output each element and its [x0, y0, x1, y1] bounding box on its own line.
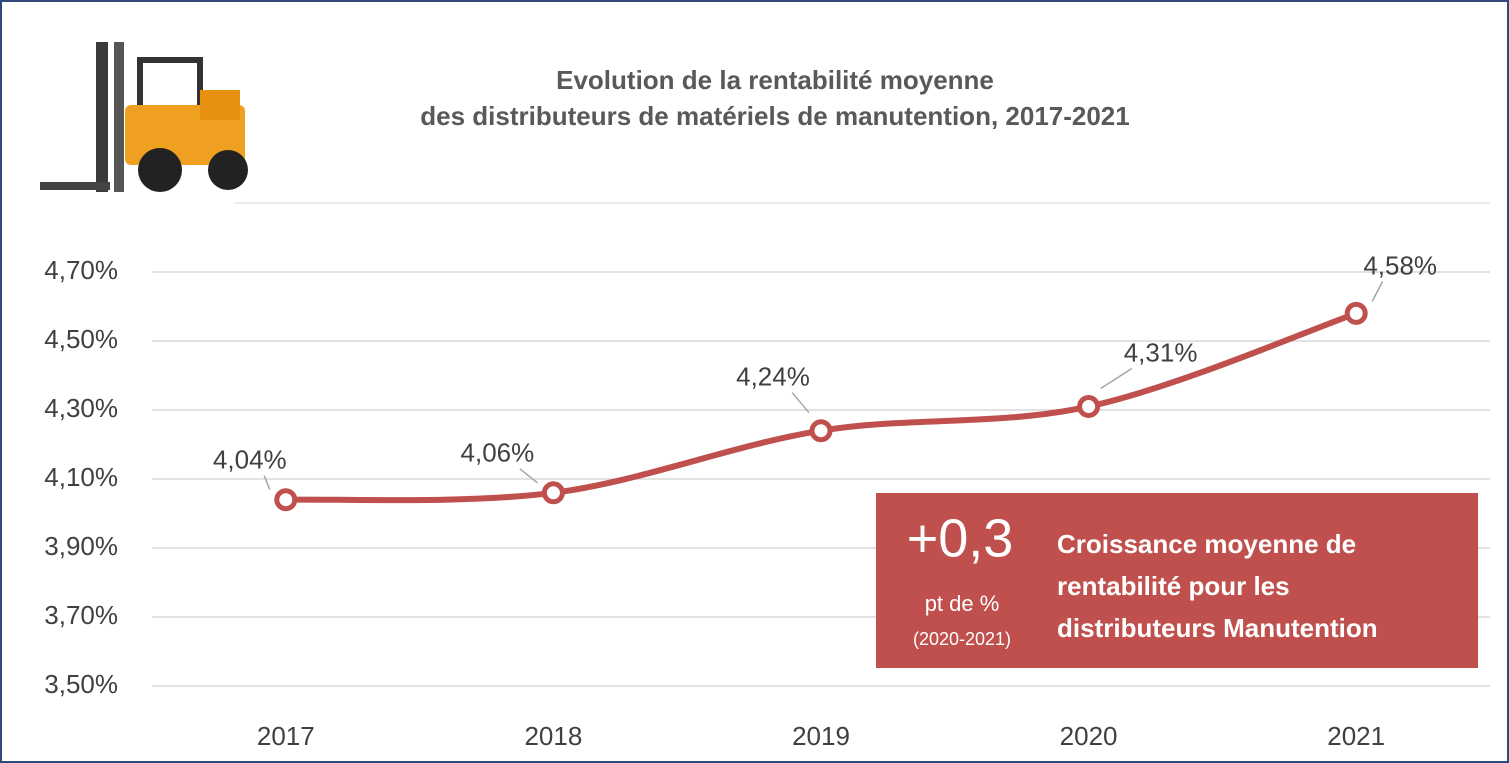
marker	[277, 491, 295, 509]
data-label: 4,04%	[213, 445, 287, 475]
y-tick-label: 3,90%	[44, 531, 118, 561]
marker	[544, 484, 562, 502]
x-tick-label: 2021	[1327, 721, 1385, 751]
y-tick-label: 4,10%	[44, 462, 118, 492]
callout-unit: pt de %	[925, 591, 1000, 616]
callout-text: Croissance moyenne de	[1057, 529, 1356, 559]
callout-period: (2020-2021)	[913, 629, 1011, 649]
callout-big: +0,3	[907, 508, 1014, 568]
page: {"chart_data": {"type": "line", "title":…	[0, 0, 1509, 763]
chart-subtitle: des distributeurs de matériels de manute…	[420, 101, 1129, 131]
y-tick-label: 3,50%	[44, 669, 118, 699]
y-tick-label: 4,30%	[44, 393, 118, 423]
callout-text: distributeurs Manutention	[1057, 613, 1378, 643]
x-tick-label: 2017	[257, 721, 315, 751]
y-tick-label: 4,70%	[44, 255, 118, 285]
x-tick-label: 2019	[792, 721, 850, 751]
chart: Evolution de la rentabilité moyenne des …	[0, 0, 1509, 763]
data-label: 4,31%	[1124, 337, 1198, 367]
callout-text: rentabilité pour les	[1057, 571, 1290, 601]
y-tick-label: 4,50%	[44, 324, 118, 354]
marker	[1080, 398, 1098, 416]
data-label: 4,24%	[736, 362, 810, 392]
chart-title: Evolution de la rentabilité moyenne	[556, 65, 994, 95]
marker	[812, 422, 830, 440]
marker	[1347, 304, 1365, 322]
data-label: 4,06%	[461, 438, 535, 468]
x-tick-label: 2020	[1060, 721, 1118, 751]
x-tick-label: 2018	[524, 721, 582, 751]
data-label: 4,58%	[1363, 250, 1437, 280]
y-tick-label: 3,70%	[44, 600, 118, 630]
